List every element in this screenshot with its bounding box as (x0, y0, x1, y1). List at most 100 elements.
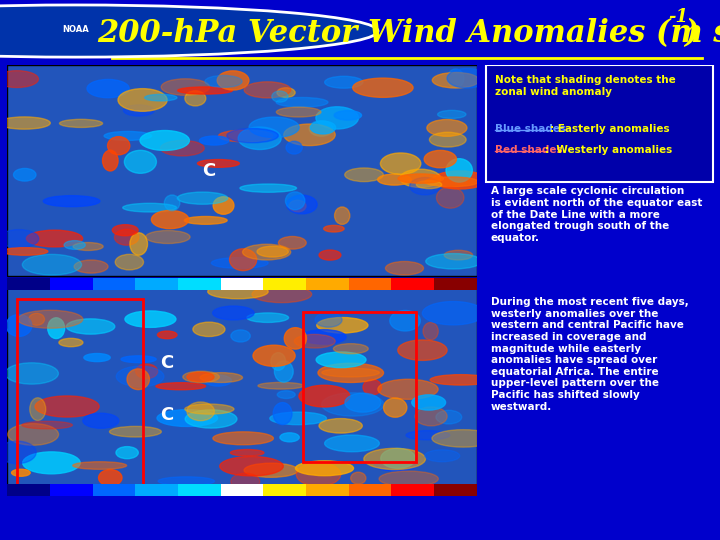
Ellipse shape (299, 385, 350, 407)
Text: Red shades: Red shades (495, 145, 563, 155)
Ellipse shape (432, 72, 479, 88)
Ellipse shape (231, 473, 260, 490)
Text: :  Westerly anomalies: : Westerly anomalies (545, 145, 672, 155)
Ellipse shape (324, 225, 344, 232)
Bar (348, 278, 391, 290)
Ellipse shape (243, 244, 291, 260)
Bar (264, 278, 306, 290)
Ellipse shape (423, 301, 485, 325)
Ellipse shape (205, 76, 242, 87)
Bar (93, 484, 135, 496)
Ellipse shape (400, 169, 441, 187)
Ellipse shape (353, 78, 413, 97)
Ellipse shape (164, 195, 180, 211)
Text: -1: -1 (668, 8, 688, 26)
Ellipse shape (315, 313, 342, 327)
Ellipse shape (145, 94, 177, 101)
Ellipse shape (429, 132, 466, 147)
Ellipse shape (322, 368, 379, 377)
Bar (7, 484, 50, 496)
Ellipse shape (317, 318, 368, 333)
Text: C: C (160, 406, 174, 423)
Ellipse shape (74, 260, 108, 273)
Ellipse shape (377, 174, 411, 185)
Ellipse shape (316, 352, 366, 368)
Ellipse shape (410, 178, 440, 195)
Ellipse shape (158, 477, 215, 485)
Ellipse shape (73, 462, 127, 469)
Ellipse shape (385, 261, 423, 275)
Ellipse shape (416, 181, 441, 188)
Ellipse shape (318, 363, 384, 382)
Ellipse shape (398, 174, 444, 183)
Ellipse shape (319, 418, 362, 433)
Ellipse shape (325, 435, 379, 452)
Bar (306, 278, 348, 290)
Ellipse shape (286, 141, 302, 154)
Ellipse shape (87, 79, 129, 98)
Ellipse shape (397, 340, 447, 360)
Ellipse shape (200, 373, 243, 382)
Bar (135, 484, 178, 496)
Ellipse shape (145, 231, 190, 244)
Ellipse shape (345, 393, 381, 412)
Bar (7, 278, 50, 290)
Ellipse shape (425, 450, 460, 462)
Ellipse shape (295, 461, 354, 476)
Ellipse shape (257, 246, 289, 257)
Bar (348, 484, 391, 496)
Ellipse shape (187, 372, 214, 382)
Ellipse shape (208, 285, 268, 299)
Ellipse shape (23, 452, 80, 474)
Ellipse shape (273, 402, 292, 424)
Ellipse shape (8, 423, 58, 446)
Ellipse shape (18, 310, 83, 328)
Ellipse shape (127, 369, 150, 390)
Ellipse shape (447, 69, 487, 88)
Bar (264, 484, 306, 496)
Bar (434, 278, 477, 290)
Ellipse shape (390, 310, 420, 331)
Ellipse shape (22, 421, 73, 429)
Ellipse shape (118, 89, 167, 111)
Ellipse shape (193, 322, 225, 336)
Ellipse shape (140, 131, 189, 151)
Ellipse shape (424, 151, 456, 168)
Ellipse shape (1, 248, 48, 255)
Ellipse shape (446, 159, 472, 182)
Ellipse shape (205, 375, 232, 386)
Ellipse shape (374, 461, 416, 471)
Ellipse shape (30, 398, 46, 421)
Ellipse shape (220, 456, 283, 476)
Ellipse shape (423, 322, 438, 340)
FancyBboxPatch shape (486, 65, 714, 182)
Ellipse shape (279, 237, 306, 249)
Ellipse shape (35, 396, 99, 417)
Ellipse shape (73, 242, 103, 251)
Ellipse shape (185, 410, 237, 428)
Ellipse shape (158, 331, 177, 339)
Text: Blue shades: Blue shades (495, 124, 567, 134)
Ellipse shape (427, 119, 467, 136)
Ellipse shape (406, 430, 450, 440)
Ellipse shape (333, 343, 368, 354)
Text: C: C (202, 163, 216, 180)
Bar (391, 484, 434, 496)
Ellipse shape (230, 449, 264, 456)
Ellipse shape (185, 91, 206, 106)
Ellipse shape (157, 410, 217, 427)
Bar (50, 484, 93, 496)
Ellipse shape (59, 339, 83, 347)
Ellipse shape (114, 230, 139, 245)
Text: C: C (160, 354, 174, 373)
Ellipse shape (122, 203, 176, 212)
Text: A large scale cyclonic circulation
is evident north of the equator east
of the D: A large scale cyclonic circulation is ev… (491, 186, 702, 243)
Bar (7, 280, 477, 491)
Ellipse shape (432, 430, 495, 447)
Text: ): ) (684, 18, 698, 49)
Ellipse shape (125, 150, 156, 173)
Ellipse shape (5, 363, 58, 384)
Ellipse shape (99, 470, 122, 486)
Ellipse shape (381, 448, 415, 468)
Text: Note that shading denotes the
zonal wind anomaly: Note that shading denotes the zonal wind… (495, 76, 676, 97)
